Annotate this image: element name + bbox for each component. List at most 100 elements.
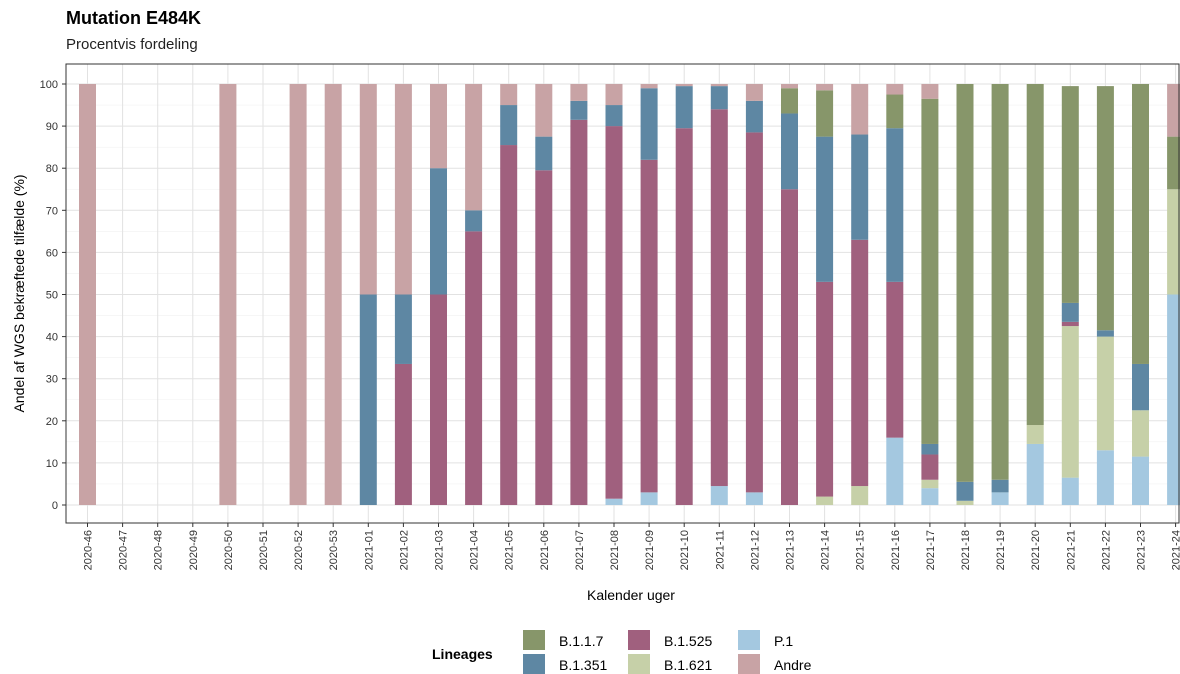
y-tick-label: 70	[46, 205, 58, 217]
x-tick-label: 2020-52	[293, 530, 305, 570]
x-tick-label: 2021-08	[609, 530, 621, 570]
y-tick-label: 10	[46, 458, 58, 470]
x-tick-label: 2021-10	[679, 530, 691, 570]
y-tick-label: 30	[46, 374, 58, 386]
bar-segment-p-1-2021-12	[745, 492, 763, 505]
legend-swatch-b-1-1-7	[523, 630, 545, 650]
bar-segment-b-1-351-2021-09	[640, 88, 658, 160]
bar-segment-b-1-525-2021-06	[535, 170, 553, 505]
x-tick-label: 2021-22	[1100, 530, 1112, 570]
x-tick-label: 2021-19	[995, 530, 1007, 570]
legend-swatch-b-1-351	[523, 654, 545, 674]
bar-segment-andre-2020-50	[219, 84, 237, 505]
y-tick-label: 0	[52, 500, 58, 512]
bar-segment-b-1-351-2021-15	[851, 134, 869, 240]
bar-segment-p-1-2021-19	[991, 492, 1009, 505]
bar-segment-b-1-621-2021-20	[1026, 425, 1044, 444]
bar-segment-p-1-2021-21	[1061, 477, 1079, 505]
x-tick-label: 2021-15	[855, 530, 867, 570]
x-tick-label: 2021-16	[890, 530, 902, 570]
bar-segment-b-1-351-2021-16	[886, 128, 904, 282]
bar-segment-b-1-351-2021-17	[921, 443, 939, 455]
bar-segment-andre-2021-11	[710, 84, 728, 87]
x-tick-label: 2021-13	[785, 530, 797, 570]
bar-segment-b-1-525-2021-13	[781, 189, 798, 505]
x-tick-label: 2021-01	[363, 530, 375, 570]
bar-segment-andre-2020-46	[79, 84, 96, 505]
x-tick-label: 2021-02	[398, 530, 410, 570]
bar-segment-andre-2021-16	[886, 84, 904, 95]
bar-segment-b-1-1-7-2021-13	[781, 88, 798, 114]
bar-segment-b-1-525-2021-15	[851, 239, 869, 487]
bar-segment-b-1-351-2021-05	[500, 105, 518, 146]
x-tick-label: 2021-09	[644, 530, 656, 570]
legend-swatch-b-1-525	[628, 630, 650, 650]
bar-segment-b-1-351-2021-14	[816, 136, 834, 282]
bar-segment-b-1-621-2021-22	[1096, 336, 1114, 451]
bar-segment-b-1-351-2021-13	[781, 113, 798, 190]
x-tick-label: 2021-18	[960, 530, 972, 570]
x-tick-label: 2021-11	[714, 530, 726, 570]
x-tick-label: 2021-23	[1136, 530, 1148, 570]
bar-segment-b-1-1-7-2021-23	[1132, 84, 1149, 364]
x-tick-label: 2020-51	[258, 530, 270, 570]
bar-segment-b-1-525-2021-12	[745, 132, 763, 493]
x-tick-label: 2020-49	[188, 530, 200, 570]
bar-segment-b-1-621-2021-18	[956, 500, 974, 505]
bar-segment-b-1-351-2021-10	[675, 86, 693, 129]
bar-segment-p-1-2021-20	[1026, 443, 1044, 505]
y-axis-label: Andel af WGS bekræftede tilfælde (%)	[11, 174, 27, 412]
bar-segment-b-1-525-2021-11	[710, 109, 728, 487]
bar-segment-p-1-2021-17	[921, 488, 939, 505]
bar-segment-andre-2021-17	[921, 84, 939, 99]
bar-segment-andre-2021-13	[781, 84, 798, 89]
bar-segment-b-1-525-2021-10	[675, 128, 693, 505]
x-tick-label: 2021-17	[925, 530, 937, 570]
bar-segment-b-1-621-2021-15	[851, 486, 869, 505]
bar-segment-andre-2021-09	[640, 84, 658, 89]
bar-segment-b-1-525-2021-07	[570, 119, 588, 505]
y-tick-label: 80	[46, 163, 58, 175]
y-tick-label: 50	[46, 290, 58, 302]
legend-label-b-1-525: B.1.525	[664, 633, 712, 649]
bar-segment-andre-2021-15	[851, 84, 869, 135]
legend-swatch-andre	[738, 654, 760, 674]
bar-segment-andre-2021-02	[394, 84, 412, 295]
bar-segment-b-1-525-2021-17	[921, 454, 939, 480]
bar-segment-b-1-351-2021-12	[745, 100, 763, 133]
legend-label-p-1: P.1	[774, 633, 793, 649]
chart-subtitle: Procentvis fordeling	[66, 36, 198, 53]
bar-segment-andre-2020-52	[289, 84, 307, 505]
plot-panel	[65, 63, 1180, 524]
legend-label-b-1-621: B.1.621	[664, 657, 712, 673]
bar-segment-andre-2020-53	[324, 84, 342, 505]
bar-segment-b-1-351-2021-11	[710, 86, 728, 110]
x-tick-label: 2021-05	[504, 530, 516, 570]
bar-segment-p-1-2021-09	[640, 492, 658, 505]
bars	[79, 84, 1180, 506]
bar-segment-b-1-351-2021-19	[991, 479, 1009, 493]
legend-label-b-1-1-7: B.1.1.7	[559, 633, 604, 649]
bar-segment-b-1-351-2021-23	[1132, 363, 1149, 411]
x-tick-label: 2020-48	[153, 530, 165, 570]
x-tick-label: 2021-03	[434, 530, 446, 570]
bar-segment-b-1-525-2021-03	[430, 294, 447, 505]
bar-segment-b-1-1-7-2021-22	[1096, 86, 1114, 331]
bar-segment-b-1-525-2021-08	[605, 126, 623, 499]
x-tick-label: 2021-12	[749, 530, 761, 570]
legend-swatch-b-1-621	[628, 654, 650, 674]
bar-segment-b-1-1-7-2021-18	[956, 84, 974, 482]
bar-segment-b-1-351-2021-08	[605, 105, 623, 127]
bar-segment-p-1-2021-16	[886, 437, 904, 505]
bar-segment-b-1-1-7-2021-20	[1026, 84, 1044, 426]
x-tick-label: 2021-07	[574, 530, 586, 570]
bar-segment-b-1-621-2021-24	[1167, 189, 1180, 295]
bar-segment-andre-2021-08	[605, 84, 623, 106]
bar-segment-andre-2021-10	[675, 84, 693, 87]
x-axis-label: Kalender uger	[587, 587, 675, 603]
x-tick-label: 2020-46	[83, 530, 95, 570]
bar-segment-b-1-1-7-2021-14	[816, 90, 834, 137]
x-axis: 2020-46 2020-47 2020-48 2020-49 2020-50 2020-…	[83, 523, 1180, 570]
bar-segment-b-1-1-7-2021-17	[921, 98, 939, 444]
